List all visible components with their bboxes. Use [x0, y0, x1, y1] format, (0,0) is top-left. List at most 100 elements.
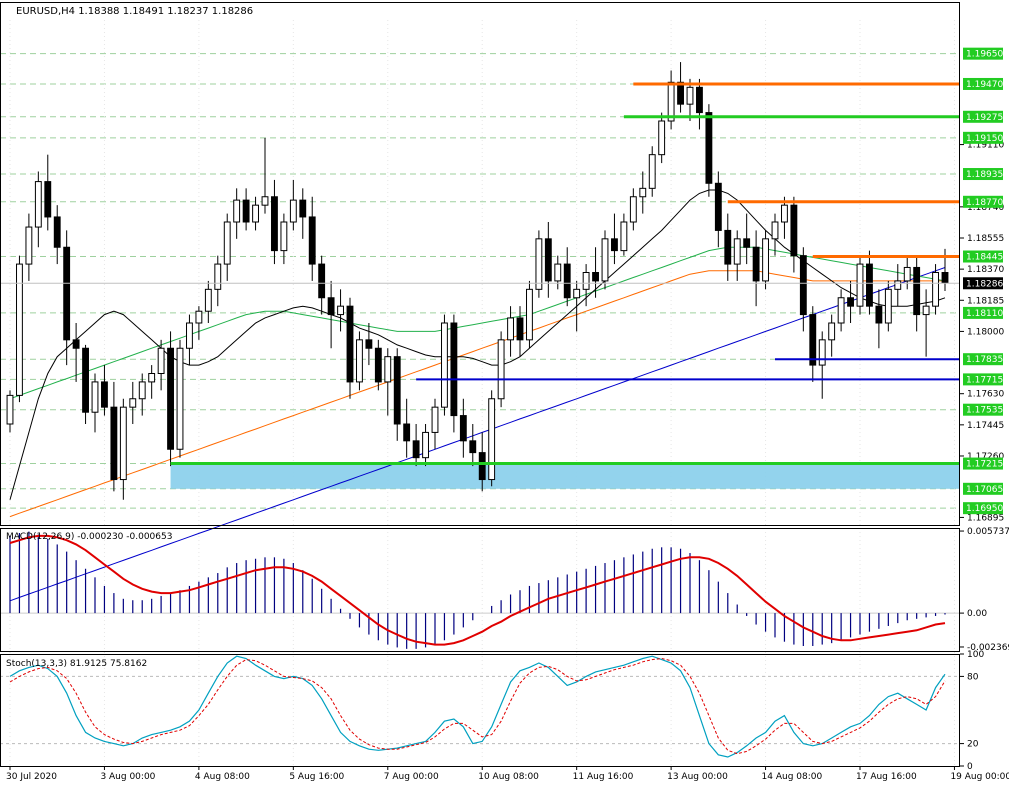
candle[interactable]: [318, 255, 326, 315]
candle[interactable]: [422, 424, 429, 467]
candle[interactable]: [157, 339, 165, 391]
candle[interactable]: [53, 205, 61, 265]
candle[interactable]: [875, 289, 883, 349]
candle[interactable]: [686, 78, 694, 121]
candle[interactable]: [516, 306, 524, 357]
candle[interactable]: [431, 398, 439, 450]
candle[interactable]: [450, 314, 458, 433]
candle[interactable]: [762, 230, 769, 290]
candle[interactable]: [639, 171, 647, 214]
candle[interactable]: [478, 432, 486, 492]
candle[interactable]: [261, 137, 269, 214]
candle[interactable]: [526, 280, 533, 349]
candle[interactable]: [648, 146, 656, 197]
candle[interactable]: [847, 280, 854, 323]
candle[interactable]: [356, 331, 363, 391]
candle[interactable]: [204, 280, 212, 323]
candle[interactable]: [233, 188, 241, 239]
candle[interactable]: [148, 365, 156, 399]
candle[interactable]: [781, 196, 788, 239]
candle[interactable]: [582, 264, 590, 307]
candle[interactable]: [629, 188, 637, 231]
candle[interactable]: [771, 213, 779, 256]
support-zone[interactable]: [170, 463, 961, 489]
candle[interactable]: [497, 331, 505, 408]
candle[interactable]: [705, 104, 713, 197]
candle[interactable]: [441, 314, 448, 416]
candle[interactable]: [913, 255, 921, 332]
candle[interactable]: [667, 70, 675, 130]
candles[interactable]: [6, 62, 949, 500]
candle[interactable]: [733, 230, 741, 281]
candle[interactable]: [374, 339, 382, 391]
candle[interactable]: [63, 230, 71, 366]
candle[interactable]: [129, 381, 137, 424]
candle[interactable]: [271, 179, 278, 265]
candle[interactable]: [327, 280, 335, 349]
candle[interactable]: [922, 289, 930, 357]
candle[interactable]: [138, 373, 146, 416]
candle[interactable]: [44, 154, 52, 231]
macd-panel[interactable]: [0, 531, 960, 649]
candle[interactable]: [82, 344, 89, 424]
candle[interactable]: [195, 306, 203, 340]
candle[interactable]: [601, 230, 609, 290]
candle[interactable]: [289, 179, 297, 231]
candle[interactable]: [34, 171, 42, 248]
candle[interactable]: [799, 247, 807, 332]
candle[interactable]: [809, 306, 817, 382]
candle[interactable]: [6, 390, 14, 433]
candle[interactable]: [223, 213, 231, 281]
candle[interactable]: [677, 62, 684, 113]
candle[interactable]: [866, 250, 873, 315]
candle[interactable]: [592, 247, 599, 298]
candle[interactable]: [459, 398, 467, 458]
candle[interactable]: [573, 280, 581, 332]
candle[interactable]: [884, 280, 892, 332]
candle[interactable]: [91, 373, 99, 433]
candle[interactable]: [856, 255, 864, 315]
candle[interactable]: [176, 339, 184, 458]
candle[interactable]: [932, 264, 939, 315]
candle[interactable]: [714, 171, 722, 248]
candle[interactable]: [346, 297, 354, 399]
candle[interactable]: [828, 314, 836, 357]
candle[interactable]: [384, 348, 392, 416]
annotation-lines[interactable]: [0, 82, 960, 466]
candle[interactable]: [167, 331, 174, 467]
candle[interactable]: [507, 306, 514, 357]
candle[interactable]: [743, 213, 751, 265]
candle[interactable]: [790, 196, 798, 273]
candle[interactable]: [403, 398, 411, 458]
candle[interactable]: [563, 247, 571, 307]
candle[interactable]: [724, 213, 732, 281]
candle[interactable]: [658, 112, 666, 164]
candle[interactable]: [72, 323, 80, 382]
candle[interactable]: [299, 188, 307, 239]
candle[interactable]: [214, 255, 222, 307]
stoch-panel[interactable]: [0, 655, 960, 758]
candle[interactable]: [535, 230, 543, 298]
candle[interactable]: [186, 314, 193, 366]
candle[interactable]: [469, 424, 477, 467]
candle[interactable]: [412, 424, 420, 467]
candle[interactable]: [611, 213, 618, 265]
candle[interactable]: [365, 323, 373, 366]
candle[interactable]: [25, 213, 33, 281]
candle[interactable]: [308, 196, 316, 281]
candle[interactable]: [280, 213, 288, 265]
candle[interactable]: [252, 196, 259, 231]
candle[interactable]: [110, 381, 118, 492]
candle[interactable]: [837, 289, 845, 332]
candle[interactable]: [752, 230, 760, 307]
candle[interactable]: [337, 289, 344, 332]
candle[interactable]: [393, 348, 401, 441]
candle[interactable]: [818, 331, 826, 399]
candle[interactable]: [119, 398, 127, 500]
candle[interactable]: [16, 255, 23, 403]
candle[interactable]: [101, 365, 108, 416]
candle[interactable]: [620, 213, 628, 256]
candle[interactable]: [488, 390, 496, 487]
candle[interactable]: [544, 222, 552, 298]
